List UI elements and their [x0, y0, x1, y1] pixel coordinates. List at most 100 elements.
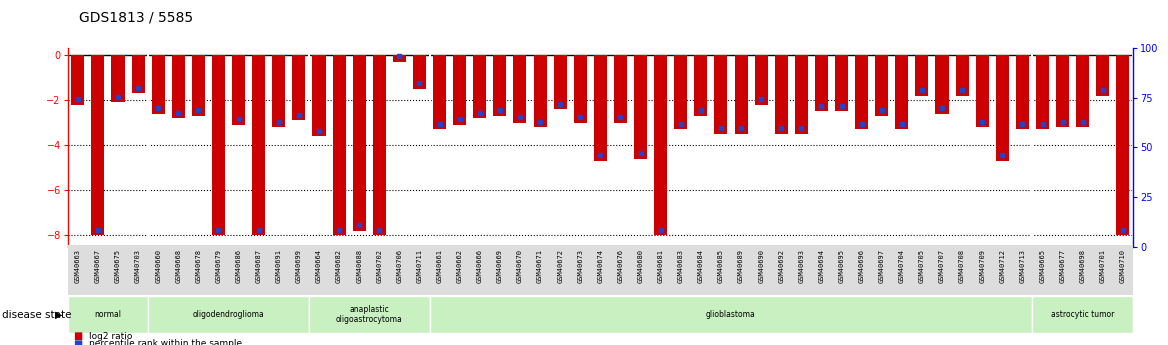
Bar — [433, 55, 446, 129]
Text: glioblastoma: glioblastoma — [707, 310, 756, 319]
Bar — [534, 55, 547, 127]
Text: GSM40701: GSM40701 — [1100, 249, 1106, 283]
Bar — [614, 55, 627, 123]
Bar — [272, 55, 285, 127]
Text: GSM40678: GSM40678 — [195, 249, 201, 283]
Text: astrocytic tumor: astrocytic tumor — [1051, 310, 1114, 319]
Bar — [91, 55, 104, 235]
Text: ■: ■ — [74, 331, 83, 341]
Bar — [430, 296, 1033, 333]
Text: percentile rank within the sample: percentile rank within the sample — [89, 339, 242, 345]
Text: GSM40705: GSM40705 — [919, 249, 925, 283]
Bar — [292, 55, 305, 120]
Text: GSM40698: GSM40698 — [1079, 249, 1086, 283]
Text: GSM40703: GSM40703 — [135, 249, 141, 283]
Bar — [211, 55, 225, 235]
Bar — [735, 55, 748, 134]
Text: GSM40677: GSM40677 — [1059, 249, 1065, 283]
Bar — [313, 55, 326, 136]
Bar — [996, 55, 1009, 161]
Text: GSM40673: GSM40673 — [577, 249, 583, 283]
Bar — [715, 55, 728, 134]
Bar — [1033, 296, 1133, 333]
Text: GSM40694: GSM40694 — [819, 249, 825, 283]
Bar — [955, 55, 968, 96]
Text: GSM40708: GSM40708 — [959, 249, 965, 283]
Text: GDS1813 / 5585: GDS1813 / 5585 — [79, 10, 194, 24]
Bar — [1076, 55, 1090, 127]
Bar — [975, 55, 989, 127]
Text: GSM40668: GSM40668 — [175, 249, 181, 283]
Text: GSM40692: GSM40692 — [778, 249, 784, 283]
Bar — [252, 55, 265, 235]
Text: anaplastic
oligoastrocytoma: anaplastic oligoastrocytoma — [336, 305, 403, 324]
Bar — [333, 55, 346, 235]
Text: ■: ■ — [74, 339, 83, 345]
Text: GSM40667: GSM40667 — [95, 249, 100, 283]
Text: GSM40664: GSM40664 — [317, 249, 322, 283]
Bar — [68, 296, 148, 333]
Bar — [1056, 55, 1069, 127]
Text: GSM40676: GSM40676 — [618, 249, 624, 283]
Bar — [493, 55, 507, 116]
Text: GSM40661: GSM40661 — [437, 249, 443, 283]
Bar — [835, 55, 848, 111]
Text: GSM40684: GSM40684 — [697, 249, 704, 283]
Text: GSM40704: GSM40704 — [899, 249, 905, 283]
Text: GSM40669: GSM40669 — [496, 249, 503, 283]
Bar — [514, 55, 527, 123]
Text: GSM40660: GSM40660 — [155, 249, 161, 283]
Bar — [1097, 55, 1110, 96]
Text: GSM40688: GSM40688 — [356, 249, 362, 283]
Bar — [453, 55, 466, 125]
Bar — [1133, 296, 1168, 333]
Text: glio
neu
ral
neop: glio neu ral neop — [1143, 294, 1162, 334]
Bar — [593, 55, 607, 161]
Text: GSM40671: GSM40671 — [537, 249, 543, 283]
Text: GSM40670: GSM40670 — [517, 249, 523, 283]
Text: log2 ratio: log2 ratio — [89, 332, 132, 341]
Text: GSM40697: GSM40697 — [878, 249, 884, 283]
Bar — [413, 55, 426, 89]
Text: oligodendroglioma: oligodendroglioma — [193, 310, 264, 319]
Bar — [855, 55, 868, 129]
Text: GSM40706: GSM40706 — [396, 249, 402, 283]
Text: GSM40709: GSM40709 — [979, 249, 986, 283]
Text: normal: normal — [95, 310, 121, 319]
Text: GSM40662: GSM40662 — [457, 249, 463, 283]
Text: GSM40686: GSM40686 — [236, 249, 242, 283]
Text: GSM40707: GSM40707 — [939, 249, 945, 283]
Text: GSM40687: GSM40687 — [256, 249, 262, 283]
Bar — [634, 55, 647, 159]
Text: GSM40695: GSM40695 — [839, 249, 844, 283]
Bar — [815, 55, 828, 111]
Bar — [172, 55, 185, 118]
Text: GSM40672: GSM40672 — [557, 249, 563, 283]
Bar — [132, 55, 145, 93]
Bar — [654, 55, 667, 235]
Bar — [674, 55, 687, 129]
Bar — [694, 55, 708, 116]
Bar — [71, 55, 84, 105]
Bar — [774, 55, 787, 134]
Bar — [373, 55, 385, 235]
Bar — [111, 55, 125, 102]
Text: GSM40689: GSM40689 — [738, 249, 744, 283]
Text: GSM40693: GSM40693 — [799, 249, 805, 283]
Bar — [308, 296, 430, 333]
Text: GSM40674: GSM40674 — [597, 249, 604, 283]
Bar — [554, 55, 566, 109]
Text: GSM40691: GSM40691 — [276, 249, 281, 283]
Text: GSM40681: GSM40681 — [658, 249, 663, 283]
Text: disease state: disease state — [2, 310, 72, 319]
Text: GSM40713: GSM40713 — [1020, 249, 1026, 283]
Text: GSM40683: GSM40683 — [677, 249, 683, 283]
Text: GSM40685: GSM40685 — [718, 249, 724, 283]
Text: GSM40666: GSM40666 — [477, 249, 482, 283]
Text: GSM40711: GSM40711 — [417, 249, 423, 283]
Text: GSM40663: GSM40663 — [75, 249, 81, 283]
Bar — [896, 55, 909, 129]
Bar — [916, 55, 929, 96]
Text: GSM40699: GSM40699 — [296, 249, 301, 283]
Text: GSM40675: GSM40675 — [114, 249, 121, 283]
